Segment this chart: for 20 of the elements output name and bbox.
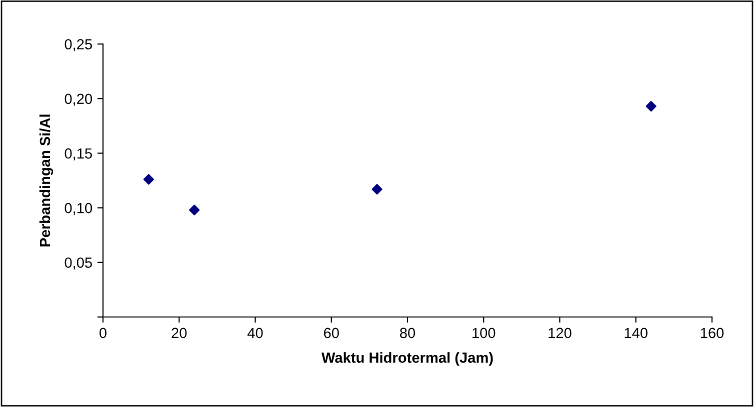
point — [143, 174, 154, 185]
x-tick-label: 0 — [100, 328, 106, 338]
x-tick-label: 140 — [624, 328, 648, 338]
y-tick-label: 0,05 — [64, 258, 92, 270]
x-tick-label: 120 — [548, 328, 572, 338]
point — [189, 204, 200, 216]
y-tick-label: 0,10 — [64, 202, 92, 215]
x-tick-label: 40 — [247, 328, 263, 338]
x-tick-label: 20 — [172, 328, 187, 338]
x-axis-title: Waktu Hidrotermal (Jam) — [321, 352, 493, 366]
x-tick-label: 80 — [400, 328, 416, 338]
y-tick-label: 0,15 — [64, 148, 92, 160]
y-tick-label: 0,20 — [64, 94, 92, 106]
y-axis-title: Perbandingan Si/Al — [39, 114, 54, 246]
y-tick-label: 0,25 — [64, 39, 92, 52]
x-tick-label: 60 — [324, 328, 339, 338]
x-tick-label: 160 — [700, 328, 724, 338]
point — [372, 184, 382, 195]
point — [646, 100, 656, 112]
x-tick-label: 100 — [472, 328, 496, 338]
